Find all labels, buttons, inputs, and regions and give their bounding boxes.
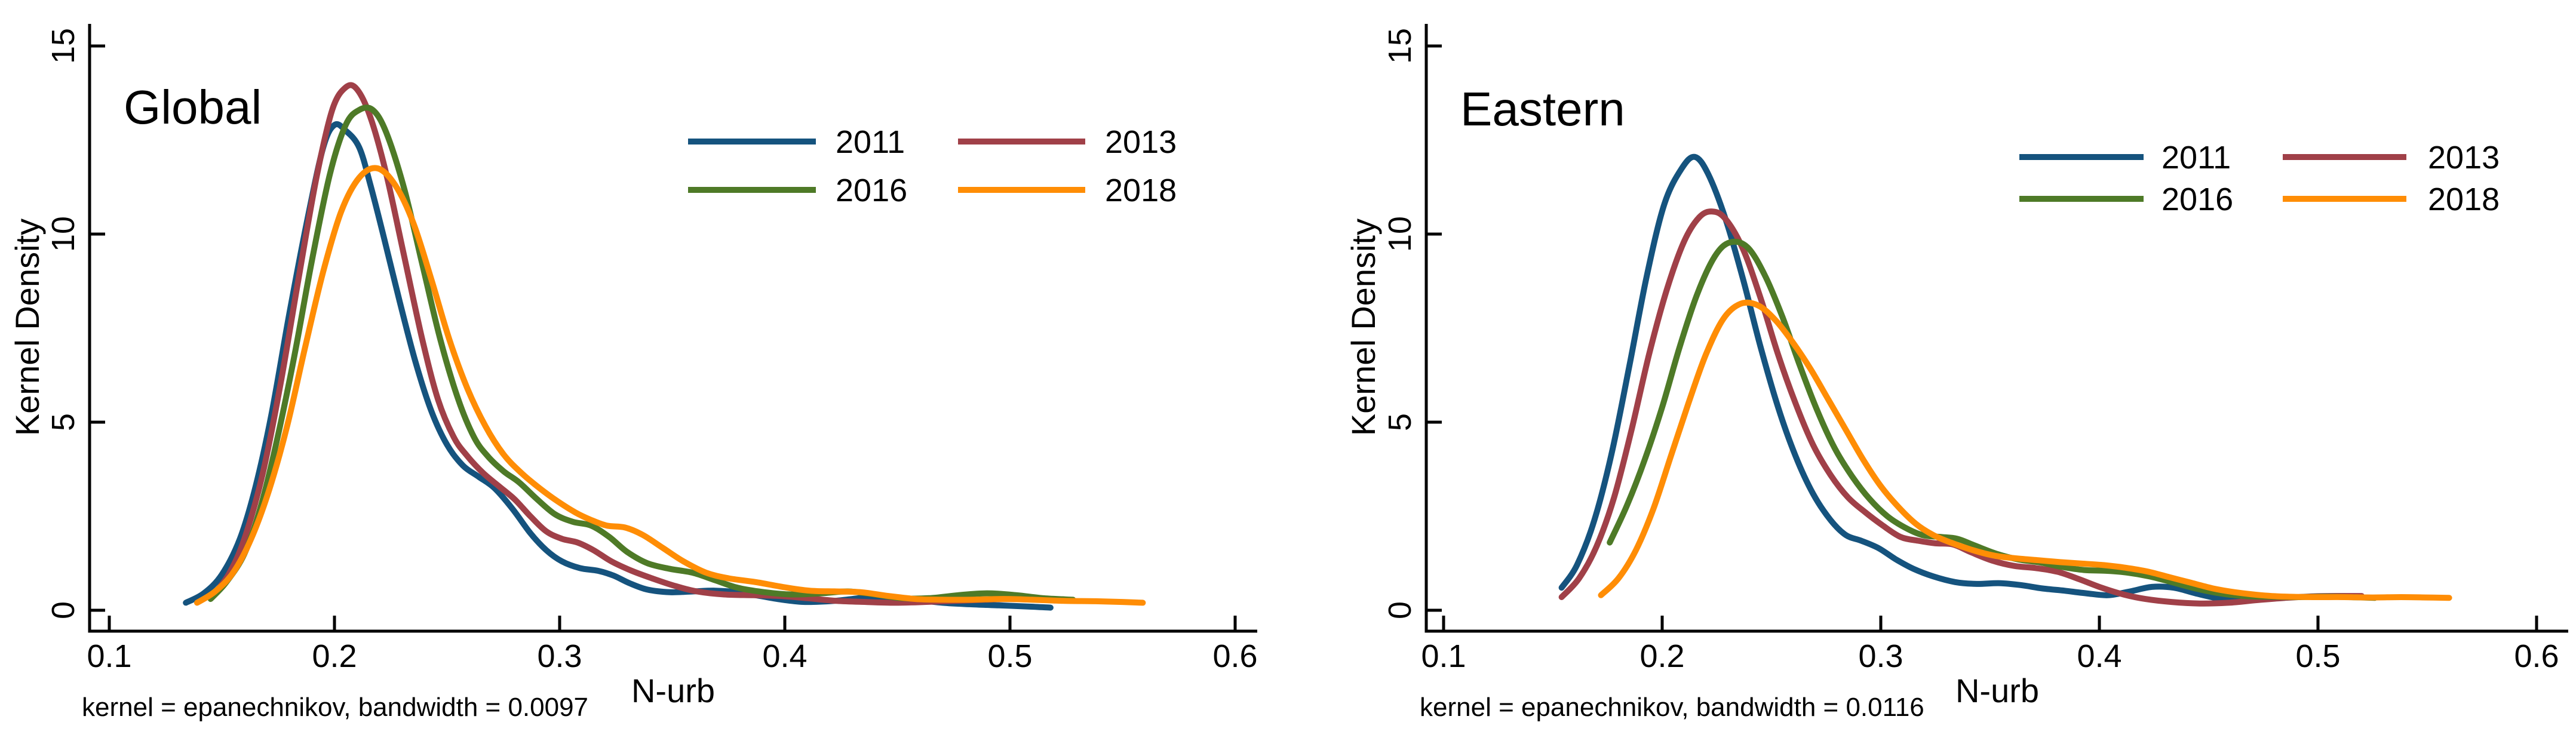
eastern-x-tick-label: 0.4 [2077, 638, 2121, 674]
density-curve-2013 [1558, 208, 2365, 607]
global-legend-label-2013: 2013 [1105, 124, 1177, 160]
eastern-x-tick-label: 0.2 [1639, 638, 1684, 674]
global-legend-swatches [688, 139, 1085, 193]
global-y-axis-title: Kernel Density [8, 219, 46, 436]
eastern-y-axis-title: Kernel Density [1344, 219, 1382, 436]
global-x-tick-label: 0.1 [87, 638, 131, 674]
density-curve-2013 [210, 82, 1058, 606]
axis-lines [88, 24, 1257, 633]
global-x-tick-label: 0.2 [312, 638, 357, 674]
panel-global: Global Kernel Density N-urb 0 5 10 15 0.… [8, 24, 1258, 722]
global-y-tick-label: 5 [45, 413, 81, 431]
eastern-legend-label-2013: 2013 [2428, 140, 2500, 176]
axis-lines [1424, 24, 2568, 633]
eastern-x-tick-label: 0.1 [1421, 638, 1466, 674]
global-legend-label-2016: 2016 [836, 173, 907, 208]
eastern-kernel-note: kernel = epanechnikov, bandwidth = 0.011… [1420, 693, 1924, 722]
density-curve-2016 [207, 104, 1076, 603]
global-y-tick-label: 0 [45, 601, 81, 619]
eastern-legend-label-2011: 2011 [2161, 140, 2231, 176]
global-legend-label-2018: 2018 [1105, 173, 1177, 208]
density-curve-2018 [1598, 299, 2452, 601]
global-legend-label-2011: 2011 [836, 124, 905, 160]
density-curve-2016 [1607, 238, 2378, 601]
eastern-x-tick-label: 0.5 [2295, 638, 2340, 674]
eastern-y-tick-label: 15 [1382, 28, 1418, 64]
density-curve-2011 [1558, 153, 2243, 604]
global-axes [88, 24, 1257, 633]
eastern-curves [1558, 153, 2452, 607]
eastern-legend-label-2018: 2018 [2428, 182, 2500, 217]
global-y-tick-label: 15 [45, 28, 81, 64]
eastern-y-tick-label: 10 [1382, 216, 1418, 252]
eastern-y-tick-label: 5 [1382, 413, 1418, 431]
eastern-panel-title: Eastern [1460, 82, 1625, 136]
eastern-axes [1424, 24, 2568, 633]
eastern-x-axis-title: N-urb [1955, 672, 2039, 709]
eastern-x-tick-label: 0.6 [2514, 638, 2559, 674]
panel-eastern: Eastern Kernel Density N-urb 0 5 10 15 0… [1344, 24, 2568, 722]
global-y-tick-label: 10 [45, 216, 81, 252]
eastern-legend-label-2016: 2016 [2161, 182, 2233, 217]
global-x-tick-label: 0.5 [987, 638, 1032, 674]
eastern-x-tick-label: 0.3 [1858, 638, 1903, 674]
density-curve-2018 [194, 165, 1146, 606]
eastern-y-tick-label: 0 [1382, 601, 1418, 619]
global-x-tick-label: 0.6 [1212, 638, 1257, 674]
global-x-tick-label: 0.4 [762, 638, 807, 674]
global-panel-title: Global [124, 81, 262, 134]
global-x-tick-label: 0.3 [537, 638, 582, 674]
global-x-axis-title: N-urb [631, 672, 715, 709]
global-kernel-note: kernel = epanechnikov, bandwidth = 0.009… [82, 693, 588, 722]
eastern-legend-swatches [2019, 154, 2406, 202]
global-curves [183, 82, 1146, 611]
